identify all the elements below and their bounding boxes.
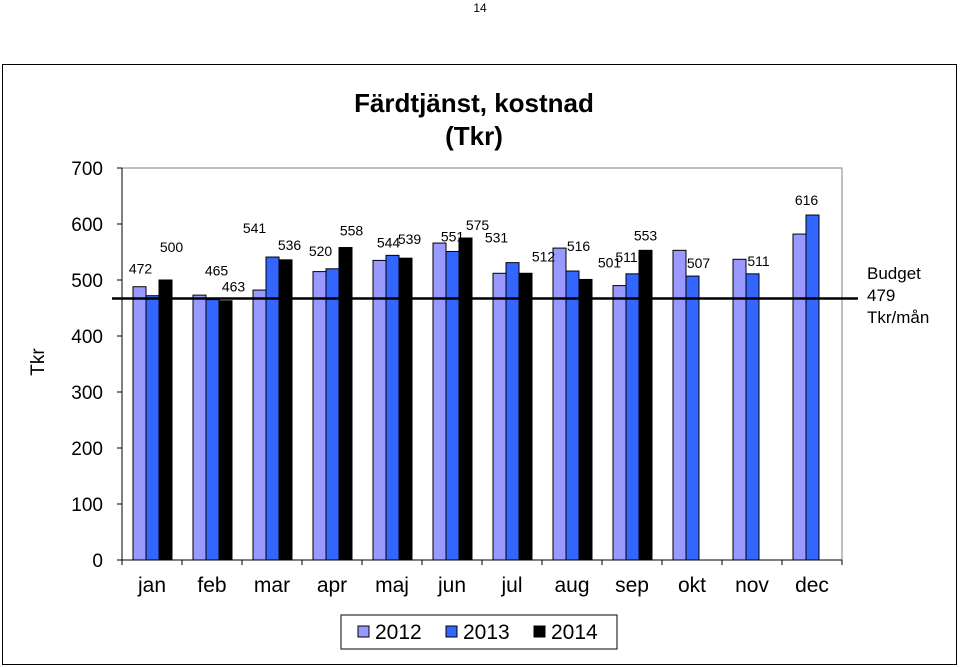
bar-2012-dec <box>792 233 807 561</box>
bar-2013-apr <box>325 268 340 561</box>
y-tick-label: 100 <box>71 495 103 516</box>
x-category-label: okt <box>678 574 706 597</box>
legend-label: 2013 <box>463 621 510 644</box>
legend-box <box>340 614 618 650</box>
y-tick-label: 0 <box>92 551 103 572</box>
y-tick-label: 500 <box>71 271 103 292</box>
x-category-label: jun <box>437 574 466 597</box>
data-label: 511 <box>747 253 770 269</box>
x-category-label: feb <box>197 574 226 597</box>
budget-label: 479 <box>867 286 895 305</box>
bar-2012-jan <box>132 286 147 561</box>
bar-2014-feb <box>218 300 233 561</box>
x-category-label: jan <box>137 574 166 597</box>
data-label: 463 <box>222 279 246 295</box>
bar-2012-okt <box>672 249 687 561</box>
y-tick-label: 600 <box>71 215 103 236</box>
data-label: 500 <box>160 239 184 255</box>
x-category-label: maj <box>375 574 409 597</box>
data-label: 511 <box>615 249 638 265</box>
data-label: 575 <box>466 217 490 233</box>
data-label: 531 <box>485 230 509 246</box>
bar-2014-sep <box>638 249 653 561</box>
bar-2013-dec <box>805 214 820 561</box>
data-label: 544 <box>377 234 401 250</box>
data-label: 541 <box>243 220 267 236</box>
bar-2014-mar <box>278 259 293 561</box>
bar-2013-mar <box>265 256 280 561</box>
plot-background <box>121 167 843 561</box>
y-tick-label: 200 <box>71 439 103 460</box>
bar-2014-aug <box>578 278 593 561</box>
data-label: 501 <box>598 254 622 270</box>
legend-swatch-2013 <box>445 625 458 638</box>
bar-2012-feb <box>192 294 207 561</box>
legend-swatch-2012 <box>357 625 370 638</box>
y-tick-label: 700 <box>71 159 103 180</box>
data-label: 558 <box>340 223 364 239</box>
budget-label: Tkr/mån <box>867 308 929 327</box>
bar-2012-aug <box>552 247 567 561</box>
data-label: 551 <box>441 228 465 244</box>
bar-2014-maj <box>398 257 413 561</box>
y-tick-label: 300 <box>71 383 103 404</box>
x-category-label: apr <box>317 574 347 597</box>
bar-2012-apr <box>312 271 327 561</box>
bar-2013-nov <box>745 273 760 561</box>
chart-title-line-1: Färdtjänst, kostnad <box>354 88 594 118</box>
bar-2012-jul <box>492 272 507 561</box>
bar-2012-mar <box>252 289 267 561</box>
bar-2014-jan <box>158 279 173 561</box>
plot-area: 0 100 200 300 400 500 600 700 jan feb mar apr maj jun… <box>71 159 929 650</box>
data-label: 539 <box>398 231 422 247</box>
x-category-label: jul <box>500 574 522 597</box>
bar-2013-okt <box>685 275 700 561</box>
data-label: 536 <box>278 237 302 253</box>
data-label: 616 <box>795 192 819 208</box>
data-label: 507 <box>687 255 711 271</box>
bar-2013-jan <box>145 295 160 561</box>
bar-2014-apr <box>338 247 353 561</box>
chart-title-line-2: (Tkr) <box>445 121 503 151</box>
page-number: 14 <box>473 1 487 15</box>
bar-2013-sep <box>625 273 640 561</box>
x-category-label: aug <box>554 574 589 597</box>
x-category-label: dec <box>795 574 829 597</box>
legend-swatch-2014 <box>533 625 546 638</box>
data-label: 516 <box>567 238 591 254</box>
bar-2013-jul <box>505 262 520 561</box>
x-category-label: nov <box>735 574 769 597</box>
legend-label: 2014 <box>551 621 598 644</box>
bar-2012-nov <box>732 258 747 561</box>
bar-2013-feb <box>205 299 220 561</box>
data-label: 465 <box>205 263 229 279</box>
bar-2014-jun <box>458 237 473 561</box>
y-axis-label: Tkr <box>28 348 49 376</box>
x-category-label: mar <box>254 574 290 597</box>
bar-2012-maj <box>372 259 387 561</box>
x-category-label: sep <box>615 574 649 597</box>
bar-2014-jul <box>518 272 533 561</box>
budget-label: Budget <box>867 264 921 283</box>
bar-2012-sep <box>612 285 627 561</box>
data-label: 512 <box>532 248 556 264</box>
y-tick-label: 400 <box>71 327 103 348</box>
bar-2012-jun <box>432 242 447 561</box>
data-label: 520 <box>309 243 333 259</box>
data-label: 472 <box>129 261 153 277</box>
legend-label: 2012 <box>375 621 422 644</box>
bar-2013-maj <box>385 254 400 561</box>
bar-2013-aug <box>565 270 580 561</box>
data-label: 553 <box>634 227 658 243</box>
